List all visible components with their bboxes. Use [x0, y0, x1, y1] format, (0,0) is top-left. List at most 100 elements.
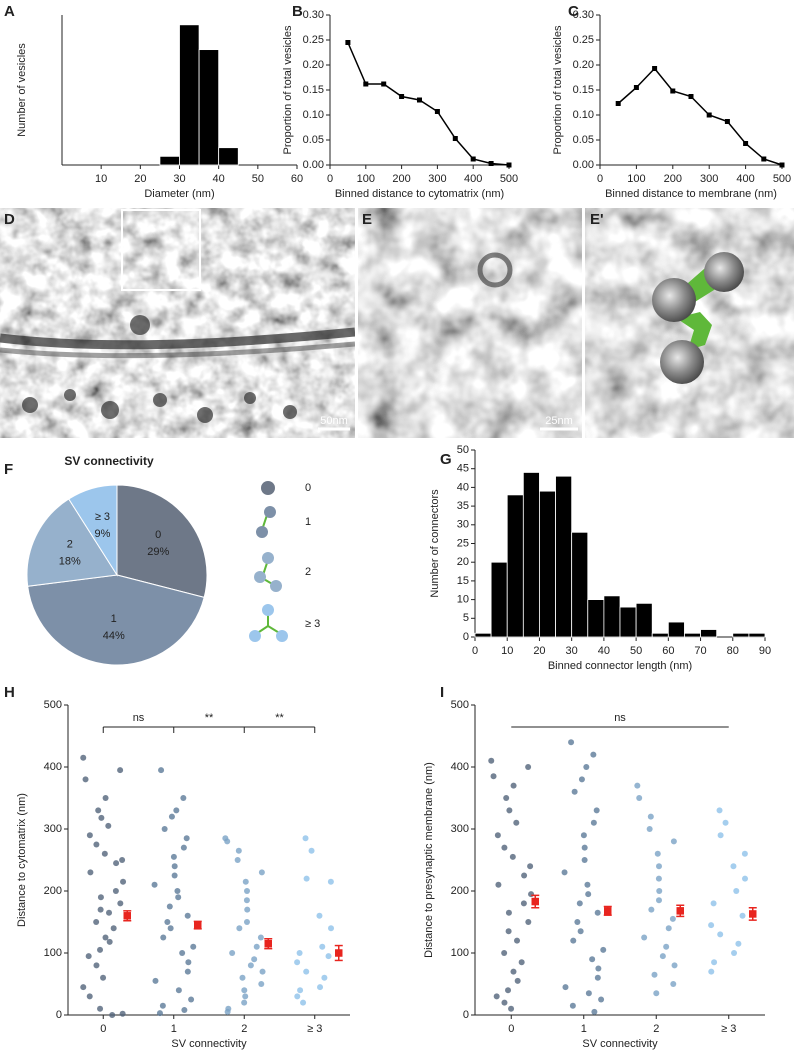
data-point [319, 943, 326, 950]
data-point [258, 869, 265, 876]
data-point [224, 1008, 231, 1015]
x-tick-label: 400 [736, 173, 754, 185]
data-point [235, 847, 242, 854]
data-point [243, 897, 250, 904]
data-point [589, 956, 596, 963]
y-tick-label: 45 [457, 463, 469, 475]
data-point [525, 764, 532, 770]
data-point [184, 968, 191, 975]
data-point [303, 968, 310, 975]
y-tick-label: 0.30 [573, 9, 594, 21]
scale-bar-label: 25nm [545, 415, 573, 427]
x-tick-label: 30 [566, 645, 578, 657]
data-point [591, 1008, 598, 1015]
data-point [253, 943, 260, 950]
data-point [508, 1005, 515, 1012]
data-point [119, 857, 126, 863]
panel-label: A [4, 3, 15, 20]
histogram-bar [179, 24, 200, 166]
panel-label: I [440, 684, 444, 701]
data-point [85, 953, 92, 960]
data-point [294, 993, 301, 1000]
mean-marker [531, 897, 539, 906]
data-point [308, 847, 315, 854]
mean-error [193, 920, 202, 930]
y-tick-label: 25 [457, 537, 469, 549]
data-point [641, 934, 648, 941]
data-point [590, 819, 597, 826]
panel-label: E [362, 211, 372, 228]
data-point [731, 950, 738, 956]
y-tick-label: 40 [457, 481, 469, 493]
x-tick-label: 300 [700, 173, 718, 185]
y-tick-label: 0 [56, 1009, 62, 1021]
data-point [160, 934, 167, 941]
marker [652, 66, 658, 71]
data-point [514, 977, 521, 984]
slice-value: 29% [147, 546, 169, 558]
data-point [561, 869, 568, 876]
y-tick-label: 15 [457, 575, 469, 587]
data-point [102, 795, 109, 801]
data-point [166, 903, 173, 910]
y-tick-label: 0.30 [303, 9, 324, 21]
data-point [98, 814, 105, 821]
data-point [493, 993, 500, 1000]
y-axis-title: Number of vesicles [16, 43, 28, 137]
data-point [120, 878, 127, 885]
data-point [598, 996, 605, 1003]
data-point [711, 959, 718, 966]
pie-slice [27, 574, 205, 666]
mean-error [603, 905, 612, 916]
panel-label: H [4, 684, 15, 701]
data-point [665, 925, 672, 932]
data-point [171, 863, 178, 870]
histogram-bar [651, 632, 669, 638]
histogram-bar [555, 475, 573, 638]
data-point [180, 795, 187, 801]
data-point [656, 863, 663, 870]
data-point [112, 888, 119, 894]
data-point [670, 981, 677, 987]
data-point [708, 968, 715, 975]
y-tick-label: 100 [44, 947, 62, 959]
x-tick-label: 200 [664, 173, 682, 185]
x-tick-label: 50 [252, 173, 264, 185]
x-tick-label: 400 [464, 173, 482, 185]
x-tick-label: 40 [598, 645, 610, 657]
marker [434, 109, 440, 114]
marker [761, 156, 767, 162]
histogram-bar [474, 632, 492, 638]
y-tick-label: 30 [457, 519, 469, 531]
x-tick-label: ≥ 3 [721, 1023, 736, 1035]
y-tick-label: 200 [451, 885, 469, 897]
data-point [236, 925, 243, 932]
zoom-box [121, 209, 201, 291]
histogram-bar [748, 632, 766, 638]
x-axis-title: SV connectivity [582, 1038, 658, 1050]
data-point [501, 999, 508, 1006]
data-point [585, 990, 592, 997]
marker [399, 94, 405, 99]
data-point [583, 764, 590, 770]
data-point [570, 937, 577, 944]
mean-error [334, 944, 343, 962]
x-tick-label: 100 [627, 173, 645, 185]
data-point [590, 751, 597, 758]
legend-icon [256, 526, 268, 538]
data-point [183, 835, 190, 842]
data-point [568, 739, 575, 746]
legend-icon [262, 604, 274, 616]
mean-marker [749, 910, 757, 918]
data-point [105, 822, 112, 829]
data-point [634, 782, 641, 789]
mean-marker [123, 912, 131, 920]
slice-value: 18% [59, 556, 81, 568]
dense-particles [22, 315, 297, 423]
vesicle [477, 252, 513, 288]
histogram-bar [700, 629, 718, 638]
data-point [317, 984, 324, 991]
data-point [184, 912, 191, 919]
y-tick-label: 0 [463, 631, 469, 643]
marker [779, 162, 785, 168]
